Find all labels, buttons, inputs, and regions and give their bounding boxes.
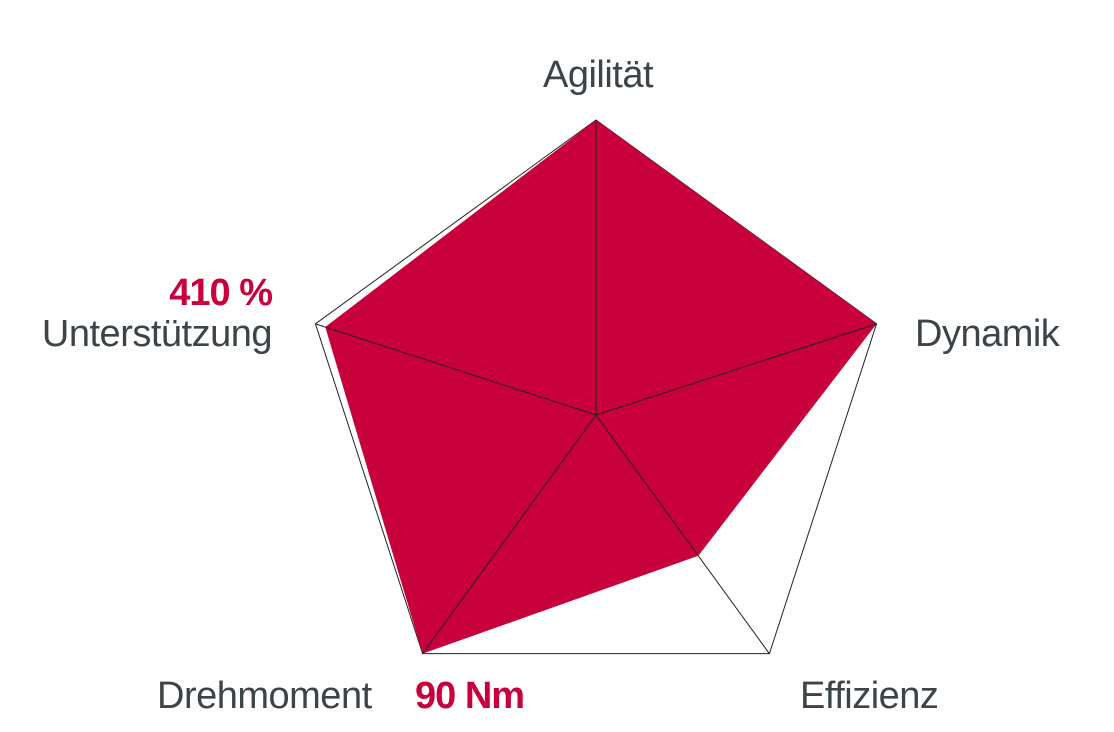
axis-line-3 — [422, 414, 597, 654]
axis-line-2 — [595, 414, 770, 654]
axis-label-dynamik: Dynamik — [915, 313, 1060, 355]
data-polygon — [325, 120, 877, 654]
axis-label-unterstuetzung: Unterstützung — [41, 313, 273, 355]
axis-label-drehmoment: Drehmoment — [157, 675, 372, 717]
value-label-drehmoment: 90 Nm — [415, 675, 525, 717]
radar-outline — [314, 119, 878, 655]
axis-line-4 — [315, 323, 597, 416]
axis-label-effizienz: Effizienz — [800, 675, 939, 717]
axis-line-1 — [595, 323, 877, 416]
value-label-unterstuetzung: 410 % — [169, 272, 273, 314]
axis-label-agilitaet: Agilität — [542, 54, 654, 96]
